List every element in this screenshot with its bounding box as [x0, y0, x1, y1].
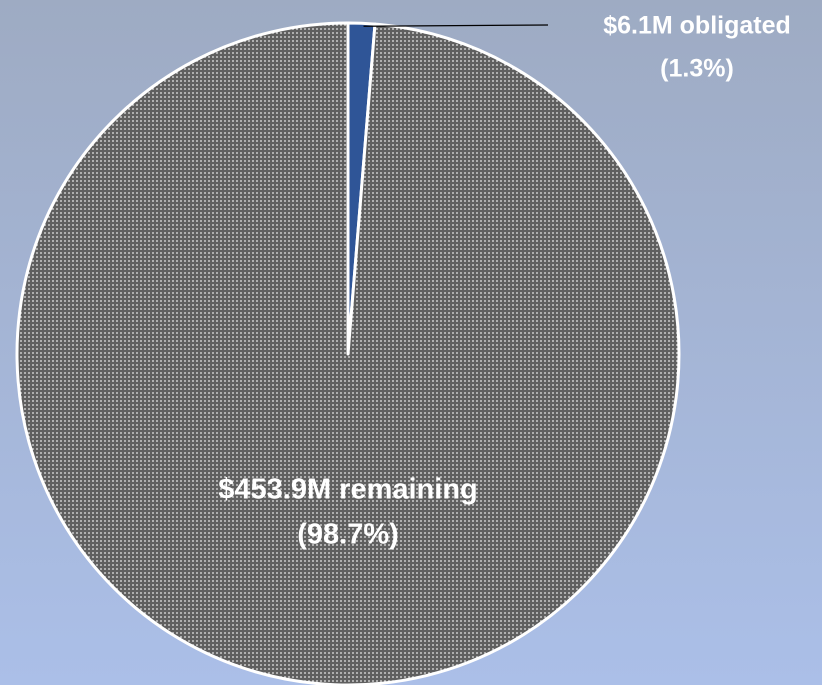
data-label: $453.9M remaining: [218, 474, 478, 506]
data-label: (1.3%): [660, 55, 734, 83]
pie-slice: [15, 21, 681, 685]
data-label: $6.1M obligated: [603, 12, 791, 40]
data-label: (98.7%): [297, 519, 399, 551]
leader-line: [363, 24, 549, 27]
